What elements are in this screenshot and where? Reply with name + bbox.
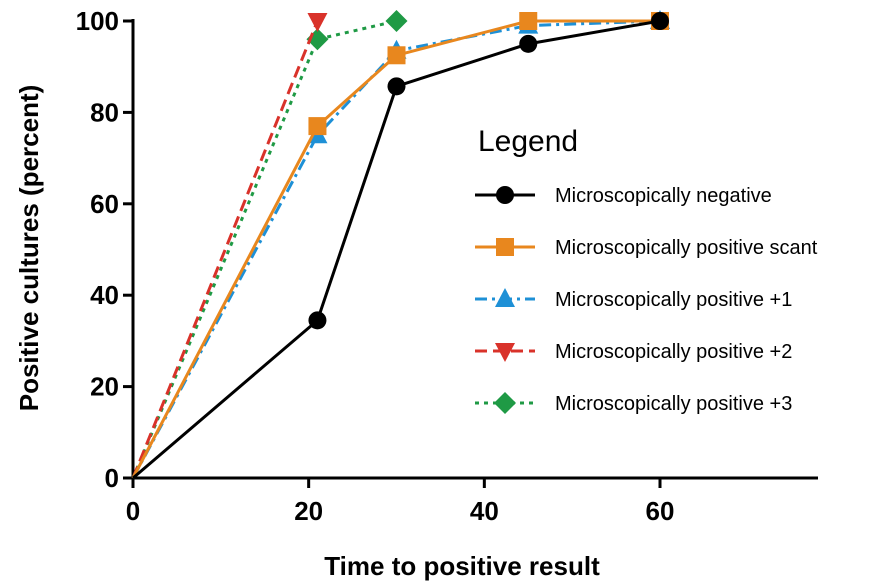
axes: 0 20 40 60 80 100 0 20 40 60 Time to positive resu… xyxy=(14,6,818,581)
legend-marker xyxy=(494,392,516,414)
legend-item: Microscopically positive +3 xyxy=(475,392,792,415)
series-5 xyxy=(131,10,408,479)
legend-label: Microscopically positive scant xyxy=(555,237,818,259)
legend-label: Microscopically positive +1 xyxy=(555,289,792,311)
x-tick-label: 40 xyxy=(470,496,499,526)
x-tick-label: 60 xyxy=(646,496,675,526)
y-tick-label: 20 xyxy=(90,372,119,402)
data-point xyxy=(308,311,327,330)
legend-marker xyxy=(495,343,515,362)
y-tick-label: 80 xyxy=(90,97,119,127)
data-point xyxy=(307,13,328,32)
legend-label: Microscopically negative xyxy=(555,185,772,207)
legend-marker xyxy=(496,186,514,204)
y-tick-label: 0 xyxy=(105,463,119,493)
series-1 xyxy=(132,12,669,480)
legend-marker xyxy=(496,238,514,256)
data-point xyxy=(387,77,406,96)
series-layer xyxy=(131,10,670,480)
data-point xyxy=(519,12,538,30)
y-tick-label: 100 xyxy=(76,6,119,36)
x-tick-label: 20 xyxy=(294,496,323,526)
data-point xyxy=(519,34,538,53)
data-point xyxy=(306,28,329,51)
data-point xyxy=(308,117,327,136)
legend-item: Microscopically negative xyxy=(475,185,772,207)
legend-item: Microscopically positive scant xyxy=(475,237,818,259)
y-tick-label: 60 xyxy=(90,189,119,219)
x-tick-label: 0 xyxy=(126,496,140,526)
legend-title: Legend xyxy=(478,125,578,158)
legend-marker xyxy=(495,288,515,307)
y-axis-title: Positive cultures (percent) xyxy=(14,85,44,412)
data-point xyxy=(385,10,408,32)
series-line xyxy=(131,20,319,479)
legend-label: Microscopically positive +3 xyxy=(555,393,792,415)
legend-item: Microscopically positive +2 xyxy=(475,341,792,363)
data-point xyxy=(651,12,669,30)
legend-label: Microscopically positive +2 xyxy=(555,341,792,363)
x-axis-title: Time to positive result xyxy=(324,551,600,581)
y-tick-label: 40 xyxy=(90,280,119,310)
series-4 xyxy=(131,13,328,479)
legend: Legend Microscopically negative Microscopi… xyxy=(475,125,818,415)
legend-item: Microscopically positive +1 xyxy=(475,288,792,311)
data-point xyxy=(387,46,406,65)
